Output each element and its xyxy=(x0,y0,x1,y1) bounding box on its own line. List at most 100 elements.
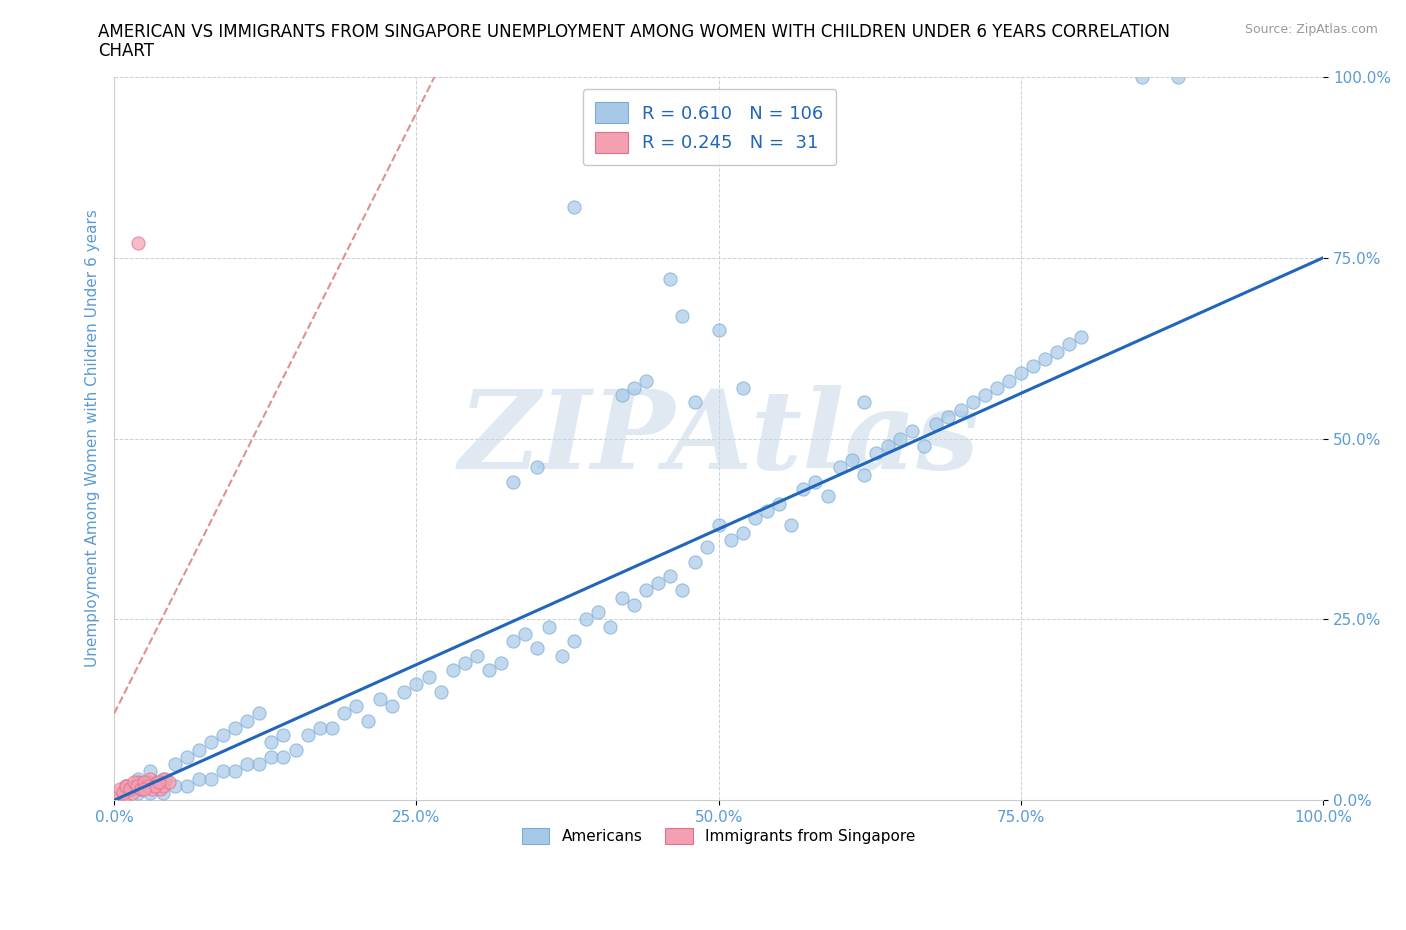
Point xyxy=(804,474,827,489)
Point xyxy=(998,373,1021,388)
Point xyxy=(115,778,138,793)
Point xyxy=(841,453,863,468)
Point xyxy=(127,771,149,786)
Point xyxy=(647,576,669,591)
Point xyxy=(465,648,488,663)
Point xyxy=(176,778,198,793)
Point xyxy=(1046,344,1069,359)
Point xyxy=(696,539,718,554)
Point xyxy=(118,782,141,797)
Point xyxy=(115,778,138,793)
Point xyxy=(659,568,682,583)
Point xyxy=(357,713,380,728)
Text: Source: ZipAtlas.com: Source: ZipAtlas.com xyxy=(1244,23,1378,36)
Point xyxy=(139,771,162,786)
Point xyxy=(134,782,156,797)
Point xyxy=(756,503,779,518)
Point xyxy=(260,735,283,750)
Point xyxy=(136,778,159,793)
Point xyxy=(394,684,416,699)
Point xyxy=(986,380,1008,395)
Point xyxy=(308,721,330,736)
Point xyxy=(121,786,143,801)
Point xyxy=(731,525,754,540)
Point xyxy=(381,698,404,713)
Text: ZIPAtlas: ZIPAtlas xyxy=(458,385,979,492)
Point xyxy=(575,612,598,627)
Point xyxy=(247,757,270,772)
Point xyxy=(153,771,176,786)
Point xyxy=(949,402,972,417)
Point xyxy=(297,727,319,742)
Point xyxy=(852,395,875,410)
Point xyxy=(562,200,585,215)
Point xyxy=(321,721,343,736)
Point xyxy=(731,380,754,395)
Point xyxy=(1022,359,1045,374)
Point xyxy=(236,713,259,728)
Point xyxy=(683,395,706,410)
Point xyxy=(671,308,693,323)
Point xyxy=(212,764,235,778)
Point xyxy=(586,604,609,619)
Point xyxy=(852,467,875,482)
Point xyxy=(212,727,235,742)
Point xyxy=(441,662,464,677)
Point xyxy=(152,778,174,793)
Point xyxy=(636,583,658,598)
Point xyxy=(163,757,186,772)
Point xyxy=(134,775,156,790)
Point xyxy=(344,698,367,713)
Point xyxy=(200,735,222,750)
Point xyxy=(478,662,501,677)
Text: CHART: CHART xyxy=(98,42,155,60)
Point xyxy=(526,641,548,656)
Point xyxy=(418,670,440,684)
Point xyxy=(145,775,167,790)
Point xyxy=(1010,366,1032,381)
Point xyxy=(515,627,537,642)
Point xyxy=(659,272,682,286)
Point xyxy=(502,633,524,648)
Point xyxy=(429,684,451,699)
Point xyxy=(112,790,135,804)
Point xyxy=(925,417,948,432)
Point xyxy=(526,460,548,475)
Point xyxy=(938,409,960,424)
Point xyxy=(671,583,693,598)
Point xyxy=(1070,330,1092,345)
Point xyxy=(1033,352,1056,366)
Point xyxy=(768,497,790,512)
Point xyxy=(127,786,149,801)
Point xyxy=(538,619,561,634)
Point xyxy=(599,619,621,634)
Point xyxy=(720,532,742,547)
Point xyxy=(877,438,900,453)
Point xyxy=(143,778,166,793)
Point xyxy=(122,775,145,790)
Point xyxy=(333,706,356,721)
Point xyxy=(405,677,427,692)
Point xyxy=(610,388,633,403)
Point xyxy=(141,782,163,797)
Point xyxy=(273,750,295,764)
Point xyxy=(247,706,270,721)
Point xyxy=(142,778,165,793)
Point xyxy=(454,656,477,671)
Point xyxy=(148,775,170,790)
Point xyxy=(707,323,730,338)
Y-axis label: Unemployment Among Women with Children Under 6 years: Unemployment Among Women with Children U… xyxy=(86,209,100,668)
Point xyxy=(550,648,572,663)
Point xyxy=(912,438,935,453)
Point xyxy=(284,742,307,757)
Point xyxy=(187,742,209,757)
Point xyxy=(110,782,132,797)
Point xyxy=(1059,337,1081,352)
Point xyxy=(817,489,839,504)
Point xyxy=(129,782,152,797)
Point xyxy=(1167,70,1189,85)
Point xyxy=(744,511,766,525)
Point xyxy=(1130,70,1153,85)
Point xyxy=(273,727,295,742)
Point xyxy=(962,395,984,410)
